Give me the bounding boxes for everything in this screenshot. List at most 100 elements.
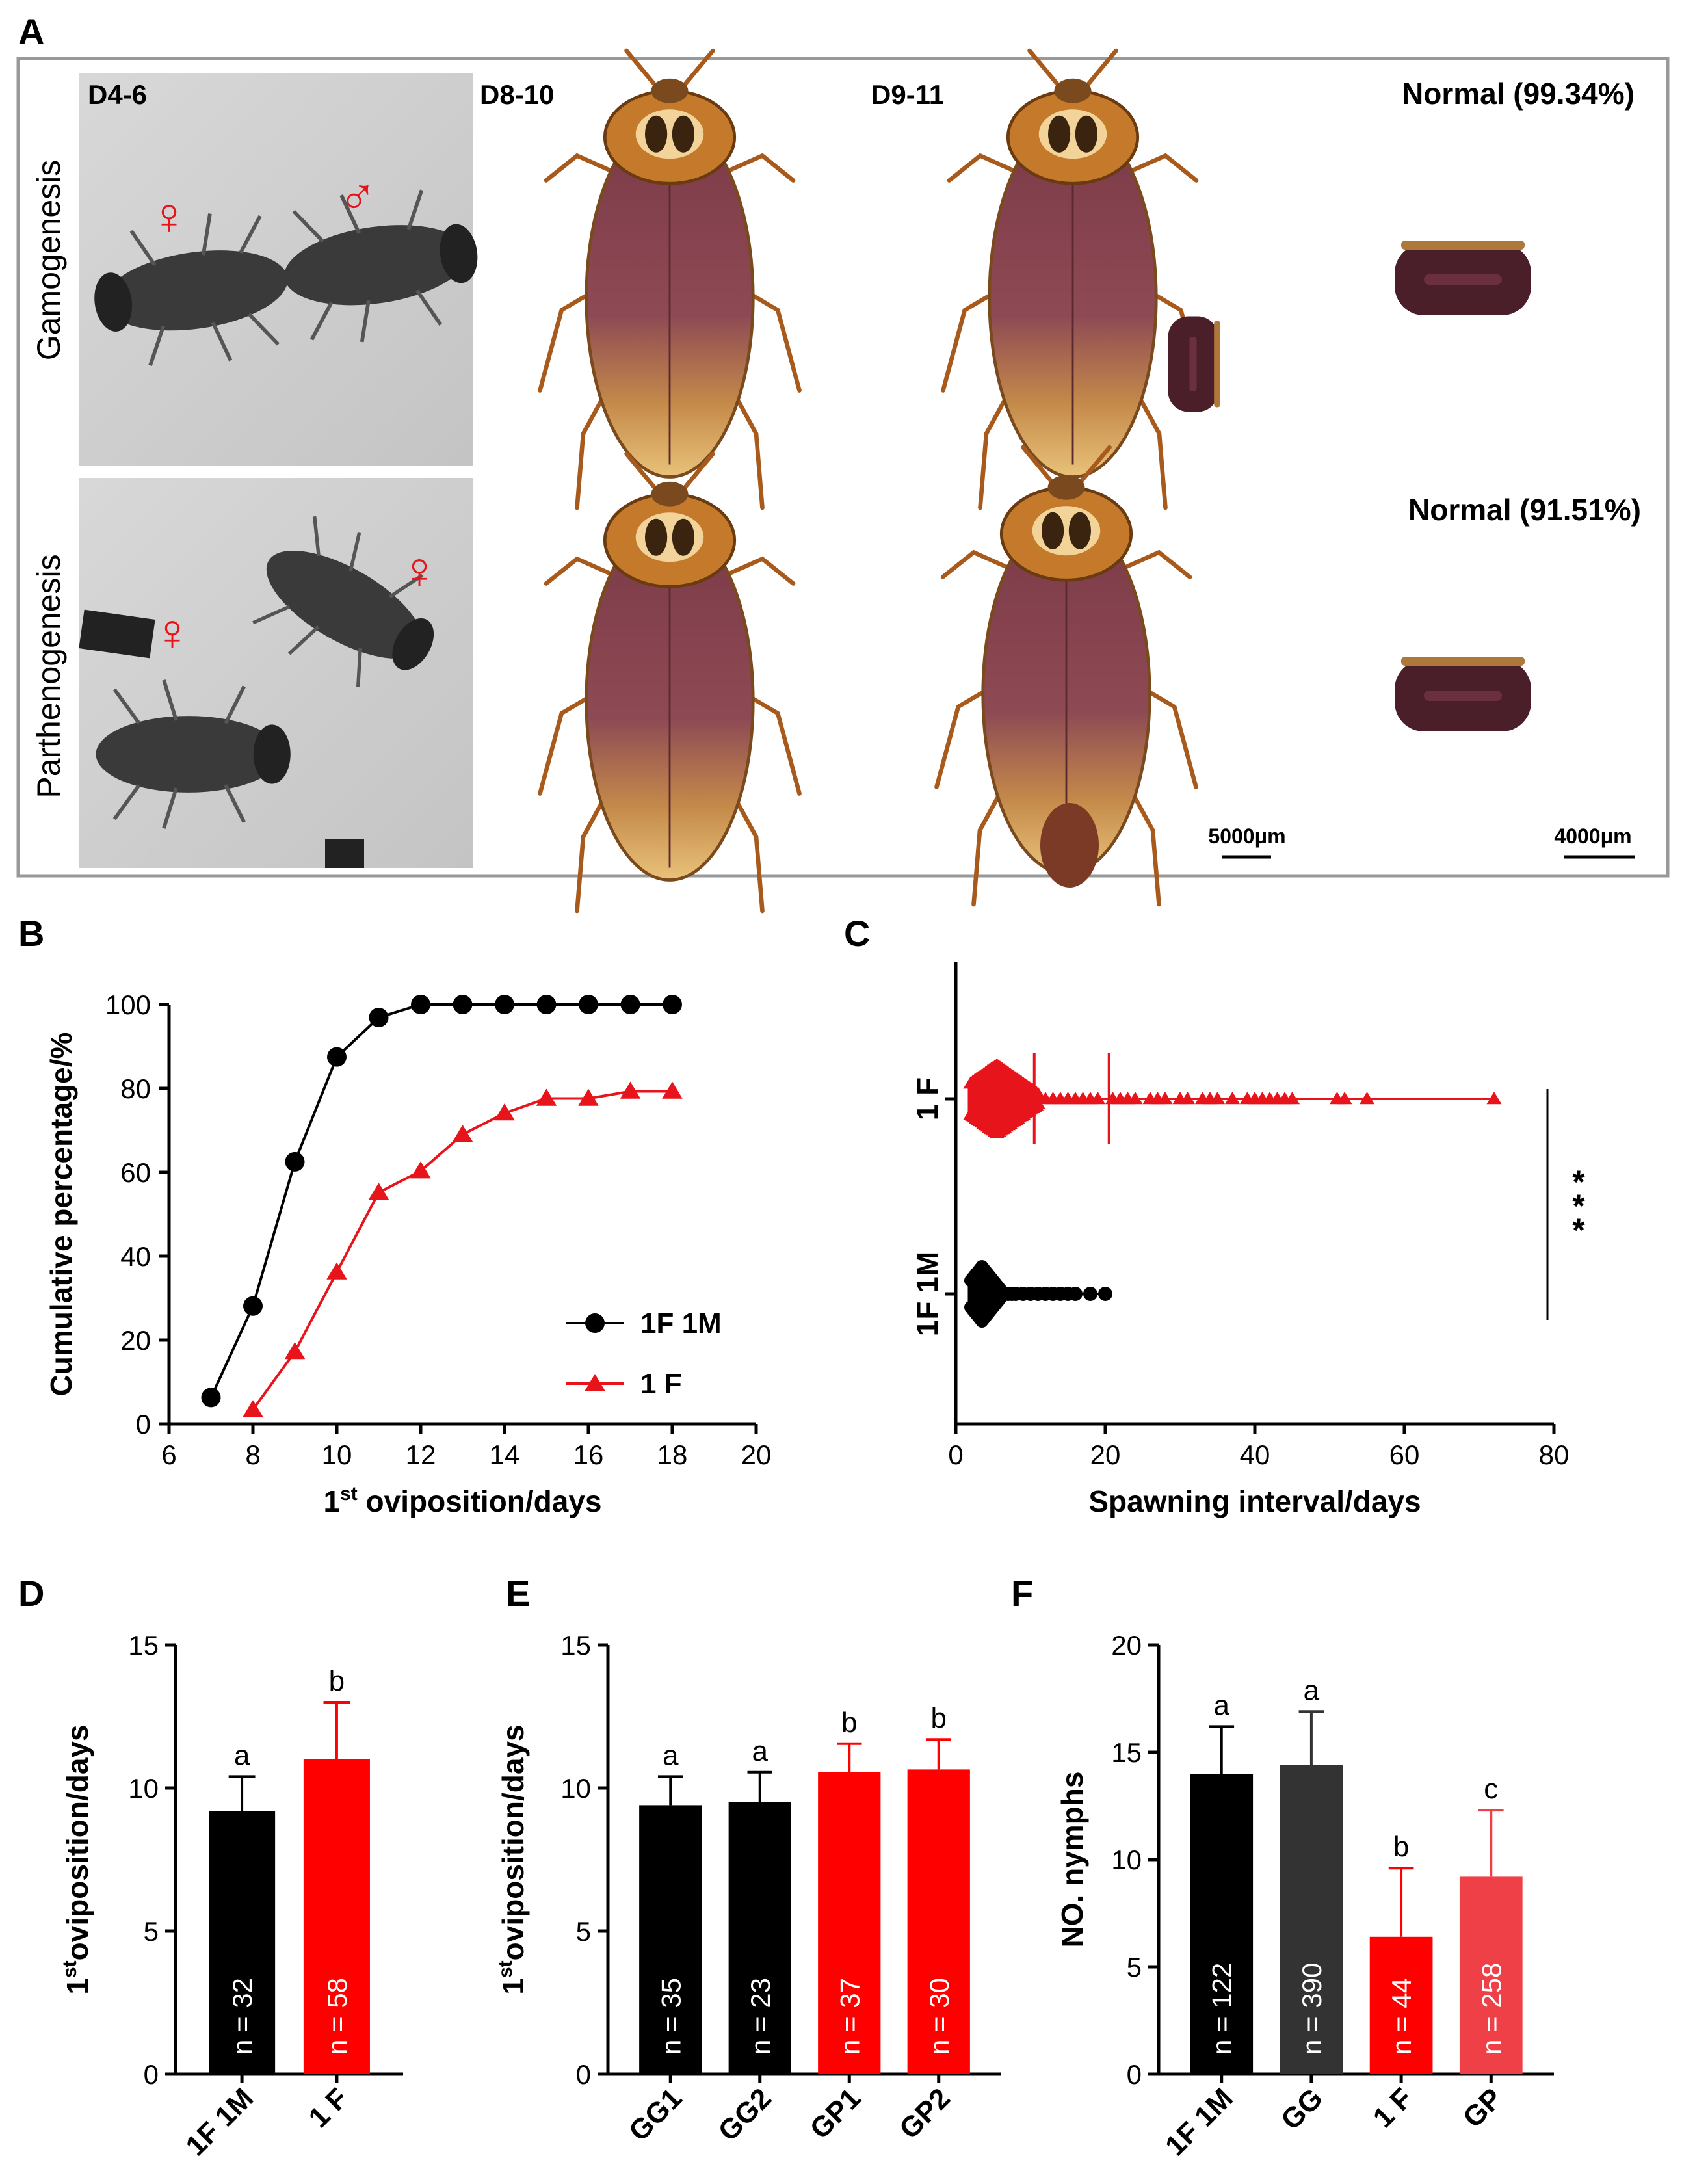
row-label-gamogenesis: Gamogenesis bbox=[31, 160, 67, 361]
data-point bbox=[1224, 1092, 1241, 1105]
chart-b-cumulative-oviposition: 0 20 40 60 80 100 6 8 10 12 14 16 18 20 1st ovipositio… bbox=[44, 990, 771, 1518]
data-point bbox=[1284, 1092, 1300, 1105]
category-label: 1 F bbox=[1367, 2082, 1419, 2134]
series-line-0 bbox=[209, 1003, 672, 1399]
chart-e-first-oviposition-generations: 0 5 10 15 1stoviposition/days a n = 35 GG1 a n = … bbox=[495, 1630, 1001, 2148]
photo-female-pair bbox=[79, 478, 473, 868]
chart-f-nymph-count: 0 5 10 15 20 NO. nymphs a n = 122 1F 1M a n = 390 G… bbox=[1055, 1630, 1554, 2162]
y-tick-label: 5 bbox=[1127, 1952, 1142, 1982]
data-point bbox=[536, 995, 557, 1014]
data-point bbox=[368, 1182, 389, 1200]
data-point bbox=[1083, 1287, 1097, 1301]
y-tick-label: 5 bbox=[576, 1916, 591, 1947]
ootheca-protruding bbox=[1040, 803, 1099, 888]
col-label-d8-10: D8-10 bbox=[480, 79, 554, 110]
col-label-d9-11: D9-11 bbox=[871, 79, 944, 110]
photo-female-with-ootheca-1 bbox=[943, 51, 1203, 508]
data-point bbox=[201, 1388, 221, 1408]
data-point bbox=[1179, 1092, 1196, 1105]
category-label: 1F 1M bbox=[179, 2082, 259, 2162]
panel-letter-d: D bbox=[18, 1573, 44, 1614]
data-point bbox=[1068, 1287, 1083, 1301]
y-tick-label: 100 bbox=[105, 990, 151, 1020]
x-axis-label: Spawning interval/days bbox=[1088, 1484, 1421, 1518]
data-point bbox=[620, 1081, 641, 1099]
n-label: n = 30 bbox=[924, 1978, 954, 2055]
significance-letter: b bbox=[841, 1707, 857, 1739]
data-point bbox=[536, 1088, 557, 1106]
legend-marker bbox=[585, 1374, 605, 1391]
data-point bbox=[410, 1161, 431, 1179]
data-point bbox=[578, 1088, 599, 1106]
n-label: n = 122 bbox=[1207, 1963, 1237, 2055]
x-tick-label: 80 bbox=[1539, 1440, 1570, 1470]
y-tick-label: 20 bbox=[120, 1325, 151, 1356]
significance-letter: c bbox=[1484, 1773, 1498, 1805]
chart-d-first-oviposition: 0 5 10 15 1stoviposition/days a n = 32 1F 1M b n … bbox=[59, 1630, 403, 2162]
significance-letter: a bbox=[1304, 1674, 1320, 1706]
n-label: n = 37 bbox=[834, 1978, 865, 2055]
bar bbox=[1280, 1765, 1343, 2074]
data-point bbox=[326, 1262, 347, 1280]
category-label: GG2 bbox=[712, 2082, 777, 2147]
y-tick-label: 10 bbox=[1111, 1845, 1142, 1875]
female-symbol-2: ♀ bbox=[153, 603, 192, 661]
y-tick-label: 15 bbox=[1111, 1737, 1142, 1768]
significance-letter: b bbox=[931, 1702, 947, 1734]
category-label: GG1 bbox=[623, 2082, 688, 2147]
y-tick-label: 40 bbox=[120, 1241, 151, 1272]
data-point bbox=[1486, 1092, 1502, 1105]
data-point bbox=[1098, 1287, 1112, 1301]
bar bbox=[639, 1805, 702, 2074]
y-tick-label: 10 bbox=[128, 1773, 159, 1804]
x-tick-label: 0 bbox=[948, 1440, 963, 1470]
category-label: 1 F bbox=[302, 2082, 354, 2134]
significance-star: * bbox=[1572, 1188, 1585, 1224]
data-point bbox=[662, 1081, 683, 1099]
data-point bbox=[327, 1047, 347, 1067]
x-tick-label: 8 bbox=[245, 1440, 260, 1470]
data-point bbox=[494, 1103, 515, 1121]
y-tick-label: 15 bbox=[560, 1630, 591, 1661]
x-tick-label: 10 bbox=[322, 1440, 352, 1470]
n-label: n = 390 bbox=[1296, 1963, 1327, 2055]
ootheca-normal-2 bbox=[1395, 657, 1531, 731]
category-label: 1 F bbox=[910, 1077, 944, 1120]
panel-letter-f: F bbox=[1011, 1573, 1033, 1614]
photo-adult-female-1 bbox=[540, 51, 800, 508]
y-tick-label: 0 bbox=[136, 1409, 151, 1440]
significance-star: * bbox=[1572, 1164, 1585, 1200]
photo-adult-female-2 bbox=[540, 454, 800, 911]
significance-star: * bbox=[1572, 1212, 1585, 1248]
x-tick-label: 20 bbox=[1090, 1440, 1121, 1470]
n-label: n = 44 bbox=[1386, 1978, 1417, 2055]
x-tick-label: 20 bbox=[741, 1440, 772, 1470]
bar bbox=[728, 1802, 791, 2074]
data-point bbox=[1209, 1092, 1226, 1105]
data-point bbox=[453, 995, 473, 1014]
panel-letter-c: C bbox=[844, 913, 870, 954]
significance-letter: a bbox=[752, 1735, 769, 1767]
panel-letter-a: A bbox=[18, 11, 44, 52]
y-tick-label: 0 bbox=[576, 2059, 591, 2090]
legend-marker bbox=[585, 1313, 605, 1333]
category-label: GP2 bbox=[893, 2082, 956, 2145]
n-label: n = 23 bbox=[745, 1978, 776, 2055]
normal-label-parthenogenesis: Normal (91.51%) bbox=[1408, 493, 1641, 527]
y-tick-label: 5 bbox=[144, 1916, 159, 1947]
data-point bbox=[284, 1342, 306, 1360]
legend-label: 1F 1M bbox=[640, 1308, 722, 1339]
y-tick-label: 15 bbox=[128, 1630, 159, 1661]
y-axis-label: NO. nymphs bbox=[1055, 1772, 1089, 1948]
bar bbox=[907, 1769, 970, 2074]
x-tick-label: 60 bbox=[1389, 1440, 1420, 1470]
x-tick-label: 16 bbox=[573, 1440, 604, 1470]
significance-letter: b bbox=[329, 1665, 345, 1697]
female-symbol-3: ♀ bbox=[400, 542, 439, 599]
data-point bbox=[285, 1151, 305, 1172]
chart-c-spawning-interval: 0 20 40 60 80 Spawning interval/days 1 F 1F 1M *… bbox=[910, 962, 1585, 1518]
data-point bbox=[452, 1124, 473, 1142]
scale-bar-label-5000: 5000μm bbox=[1208, 824, 1285, 848]
bar bbox=[1369, 1936, 1433, 2074]
x-tick-label: 40 bbox=[1240, 1440, 1270, 1470]
